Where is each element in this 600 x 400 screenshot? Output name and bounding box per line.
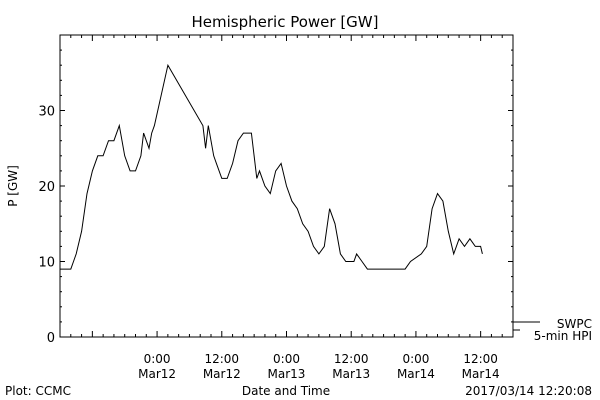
y-axis-ticks: 0 10 20 30	[38, 49, 513, 346]
x-tick-time-label: 12:00	[463, 352, 498, 366]
x-axis-label: Date and Time	[242, 384, 330, 398]
x-tick-time-label: 0:00	[144, 352, 171, 366]
chart-title: Hemispheric Power [GW]	[192, 13, 379, 31]
footer-plot-credit: Plot: CCMC	[5, 384, 71, 398]
x-tick-date-label: Mar14	[462, 367, 500, 381]
x-tick-time-label: 12:00	[204, 352, 239, 366]
y-axis-label: P [GW]	[6, 165, 20, 207]
y-tick-label: 30	[38, 105, 55, 120]
x-tick-date-label: Mar14	[397, 367, 435, 381]
y-tick-label: 10	[38, 256, 55, 271]
power-series-line	[60, 63, 483, 270]
x-tick-time-label: 12:00	[334, 352, 369, 366]
x-axis-ticks: 0:00Mar1212:00Mar120:00Mar1312:00Mar130:…	[59, 35, 514, 381]
x-tick-date-label: Mar13	[332, 367, 370, 381]
x-tick-time-label: 0:00	[273, 352, 300, 366]
legend: SWPC 5-min HPI	[513, 317, 592, 343]
y-tick-label: 0	[47, 331, 55, 346]
x-tick-date-label: Mar12	[138, 367, 176, 381]
x-tick-time-label: 0:00	[402, 352, 429, 366]
x-tick-date-label: Mar12	[203, 367, 241, 381]
legend-hpi: 5-min HPI	[534, 329, 592, 343]
x-tick-date-label: Mar13	[268, 367, 306, 381]
y-tick-label: 20	[38, 180, 55, 195]
footer-timestamp: 2017/03/14 12:20:08	[465, 384, 592, 398]
legend-swpc: SWPC	[557, 317, 592, 331]
